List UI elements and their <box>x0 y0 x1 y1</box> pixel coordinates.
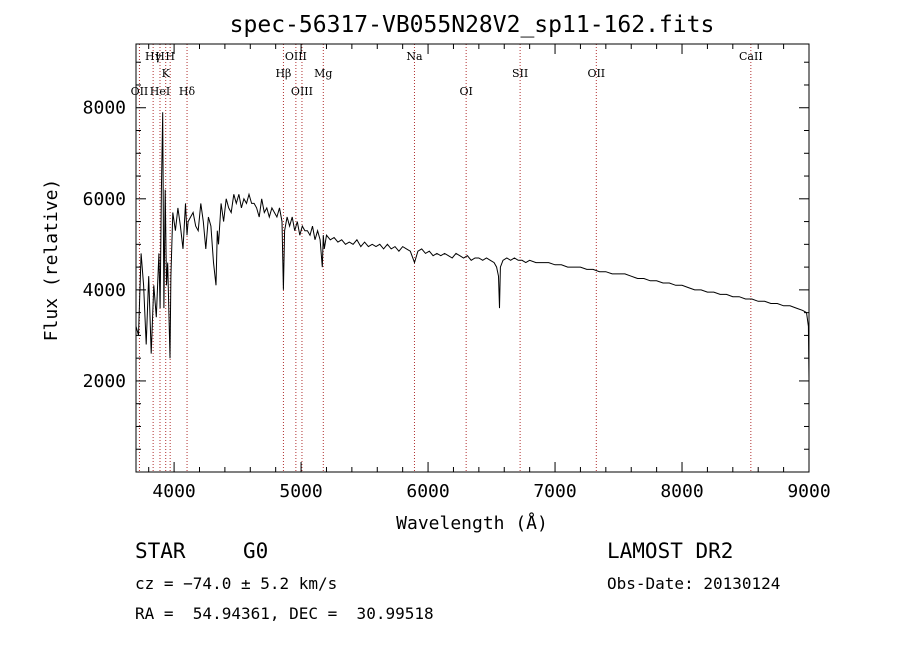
spectrum-line <box>135 112 810 381</box>
line-label: OII <box>131 85 149 98</box>
x-axis-label: Wavelength (Å) <box>396 512 548 534</box>
x-tick-label: 6000 <box>406 481 449 502</box>
y-tick-label: 2000 <box>83 371 126 392</box>
axis-ticks: 4000 5000 6000 7000 8000 9000 2000 4000 6000 8000 <box>83 44 831 502</box>
line-label: HeI <box>150 85 170 98</box>
line-label: Mg <box>314 67 332 80</box>
chart-title: spec-56317-VB055N28V2_sp11-162.fits <box>230 12 715 38</box>
object-subclass: G0 <box>243 539 269 563</box>
line-label: OII <box>587 67 605 80</box>
x-tick-label: 4000 <box>152 481 195 502</box>
line-label: Hβ <box>275 67 291 80</box>
y-tick-label: 8000 <box>83 98 126 119</box>
redshift-velocity: cz = −74.0 ± 5.2 km/s <box>135 574 338 593</box>
sky-coordinates: RA = 54.94361, DEC = 30.99518 <box>135 604 434 623</box>
x-tick-label: 8000 <box>660 481 703 502</box>
x-tick-label: 7000 <box>533 481 576 502</box>
line-label: OI <box>459 85 472 98</box>
line-label: OIII <box>291 85 313 98</box>
line-label: OIII <box>285 50 307 63</box>
y-axis-label: Flux (relative) <box>41 179 62 342</box>
y-tick-label: 6000 <box>83 189 126 210</box>
line-label: K <box>162 67 171 80</box>
line-label: Na <box>406 50 423 63</box>
line-label: Hδ <box>179 85 196 98</box>
observation-date: Obs-Date: 20130124 <box>607 574 781 593</box>
line-label: H <box>165 50 175 63</box>
x-tick-label: 9000 <box>787 481 830 502</box>
line-label: Hγ <box>145 50 162 63</box>
object-class: STAR <box>135 539 186 563</box>
line-label: H <box>155 50 165 63</box>
plot-frame <box>135 43 810 473</box>
survey-name: LAMOST DR2 <box>607 539 734 563</box>
line-label: CaII <box>739 50 763 63</box>
x-tick-label: 5000 <box>279 481 322 502</box>
reference-lines <box>138 44 752 472</box>
y-tick-label: 4000 <box>83 280 126 301</box>
line-label: SII <box>512 67 528 80</box>
